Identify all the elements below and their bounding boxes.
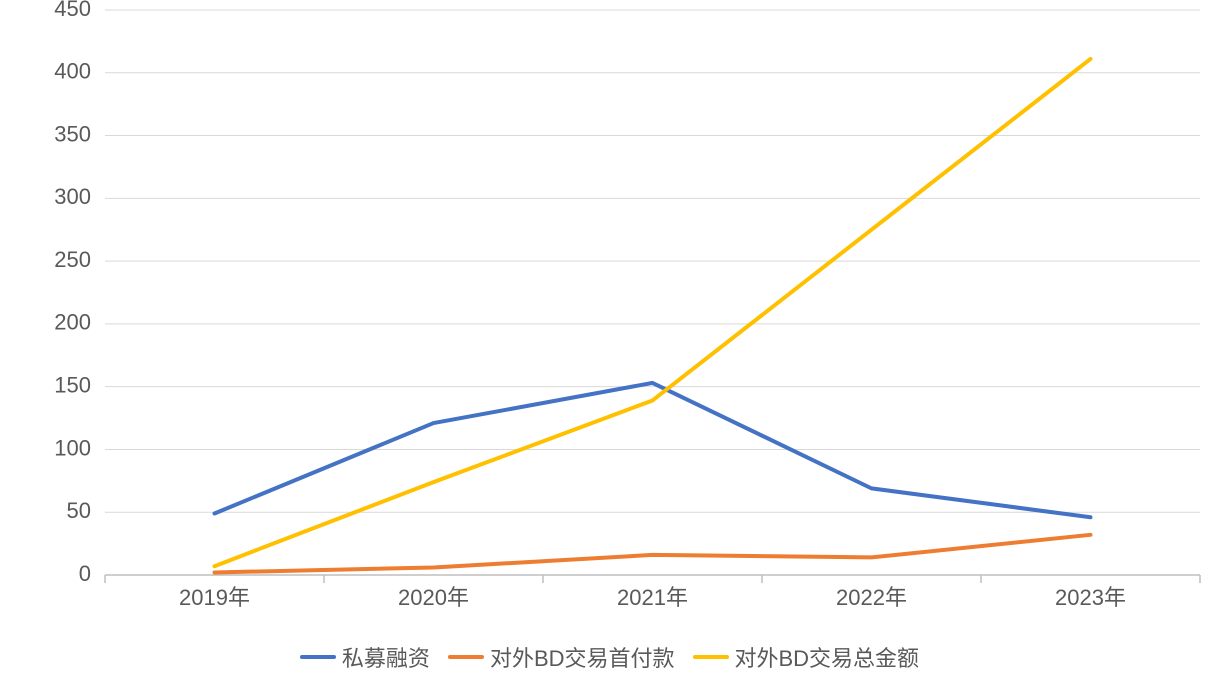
svg-text:150: 150 [54, 372, 91, 397]
chart-canvas: 0 50 100 150 200 250 300 350 400 450 2019年 2020年 202… [0, 0, 1219, 683]
svg-text:200: 200 [54, 310, 91, 335]
legend-item: 私募融资 [300, 641, 430, 673]
legend-label: 对外BD交易总金额 [735, 641, 920, 673]
svg-text:350: 350 [54, 121, 91, 146]
legend-swatch [693, 655, 729, 659]
chart-legend: 私募融资 对外BD交易首付款 对外BD交易总金额 [0, 641, 1219, 673]
legend-swatch [448, 655, 484, 659]
svg-text:100: 100 [54, 435, 91, 460]
series-line [215, 535, 1091, 573]
series-line [215, 59, 1091, 566]
svg-text:400: 400 [54, 59, 91, 84]
legend-label: 私募融资 [342, 641, 430, 673]
legend-item: 对外BD交易首付款 [448, 641, 675, 673]
svg-text:0: 0 [79, 561, 91, 586]
svg-text:50: 50 [67, 498, 91, 523]
svg-text:450: 450 [54, 0, 91, 21]
legend-label: 对外BD交易首付款 [490, 641, 675, 673]
svg-text:250: 250 [54, 247, 91, 272]
svg-text:2020年: 2020年 [398, 585, 469, 610]
svg-text:2023年: 2023年 [1055, 585, 1126, 610]
series-line [215, 383, 1091, 517]
svg-text:2022年: 2022年 [836, 585, 907, 610]
svg-text:2019年: 2019年 [179, 585, 250, 610]
legend-item: 对外BD交易总金额 [693, 641, 920, 673]
svg-text:300: 300 [54, 184, 91, 209]
svg-text:2021年: 2021年 [617, 585, 688, 610]
line-chart: 0 50 100 150 200 250 300 350 400 450 2019年 2020年 202… [0, 0, 1219, 683]
legend-swatch [300, 655, 336, 659]
